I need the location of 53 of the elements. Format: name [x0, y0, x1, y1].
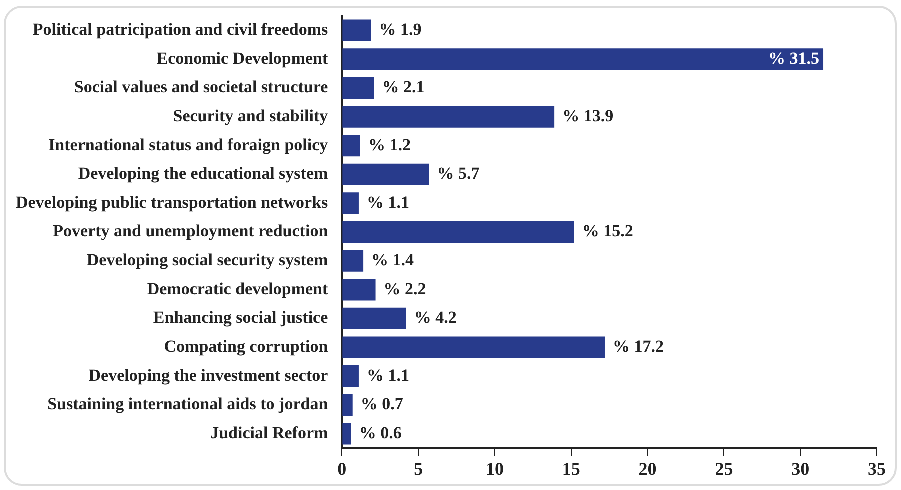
x-tick-label: 0 [338, 458, 347, 479]
data-label: % 17.2 [612, 336, 664, 356]
x-tick-label: 30 [792, 458, 810, 479]
data-label: % 15.2 [582, 222, 634, 241]
x-tick-label: 35 [868, 458, 886, 479]
x-tick-label: 25 [715, 458, 734, 479]
bar [342, 308, 406, 330]
y-tick-label: Developing social security system [86, 250, 328, 270]
y-tick-label: Developing public transportation networks [16, 192, 329, 212]
y-tick-label: Enhancing social justice [153, 308, 329, 328]
y-tick-label: Poverty and unemployment reduction [53, 222, 329, 241]
bar [342, 250, 364, 272]
bar [342, 164, 430, 186]
data-label: % 31.5 [768, 48, 820, 68]
y-tick-label: Political patricipation and civil freedoms [32, 20, 329, 39]
data-label: % 4.2 [414, 308, 457, 328]
y-tick-label: Sustaining international aids to jordan [48, 394, 329, 414]
bar [342, 394, 353, 416]
data-label: % 1.1 [366, 366, 410, 385]
data-label: % 13.9 [562, 106, 614, 126]
data-label: % 0.6 [359, 423, 402, 442]
bar [342, 279, 376, 301]
x-tick-label: 10 [486, 458, 504, 479]
bar [342, 423, 352, 445]
y-tick-label: Security and stability [173, 106, 329, 126]
bar [342, 106, 555, 128]
x-tick-label: 15 [562, 458, 580, 479]
bar [342, 135, 360, 157]
y-tick-label: Developing the investment sector [88, 366, 329, 385]
bar [342, 221, 574, 244]
bar [342, 336, 605, 358]
bar [342, 48, 824, 70]
data-label: % 2.2 [384, 279, 426, 298]
bar [342, 20, 372, 42]
data-label: % 0.7 [360, 394, 404, 414]
y-tick-label: Compating corruption [164, 336, 329, 356]
x-tick-label: 5 [414, 458, 424, 479]
y-tick-label: Social values and societal structure [74, 78, 329, 97]
data-label: % 1.9 [379, 20, 422, 39]
bar [342, 192, 359, 214]
bar [342, 77, 374, 100]
data-label: % 1.2 [368, 135, 411, 154]
data-label: % 1.1 [366, 192, 410, 212]
y-tick-label: Judicial Reform [210, 423, 328, 442]
data-label: % 5.7 [437, 164, 480, 184]
y-tick-label: Developing the educational system [78, 164, 328, 184]
data-label: % 2.1 [382, 78, 425, 97]
bar [342, 366, 359, 388]
x-tick-label: 20 [638, 458, 657, 479]
data-label: % 1.4 [372, 250, 415, 270]
y-tick-label: International status and foraign policy [48, 135, 329, 154]
y-tick-label: Democratic development [147, 279, 328, 298]
y-tick-label: Economic Development [156, 48, 328, 68]
